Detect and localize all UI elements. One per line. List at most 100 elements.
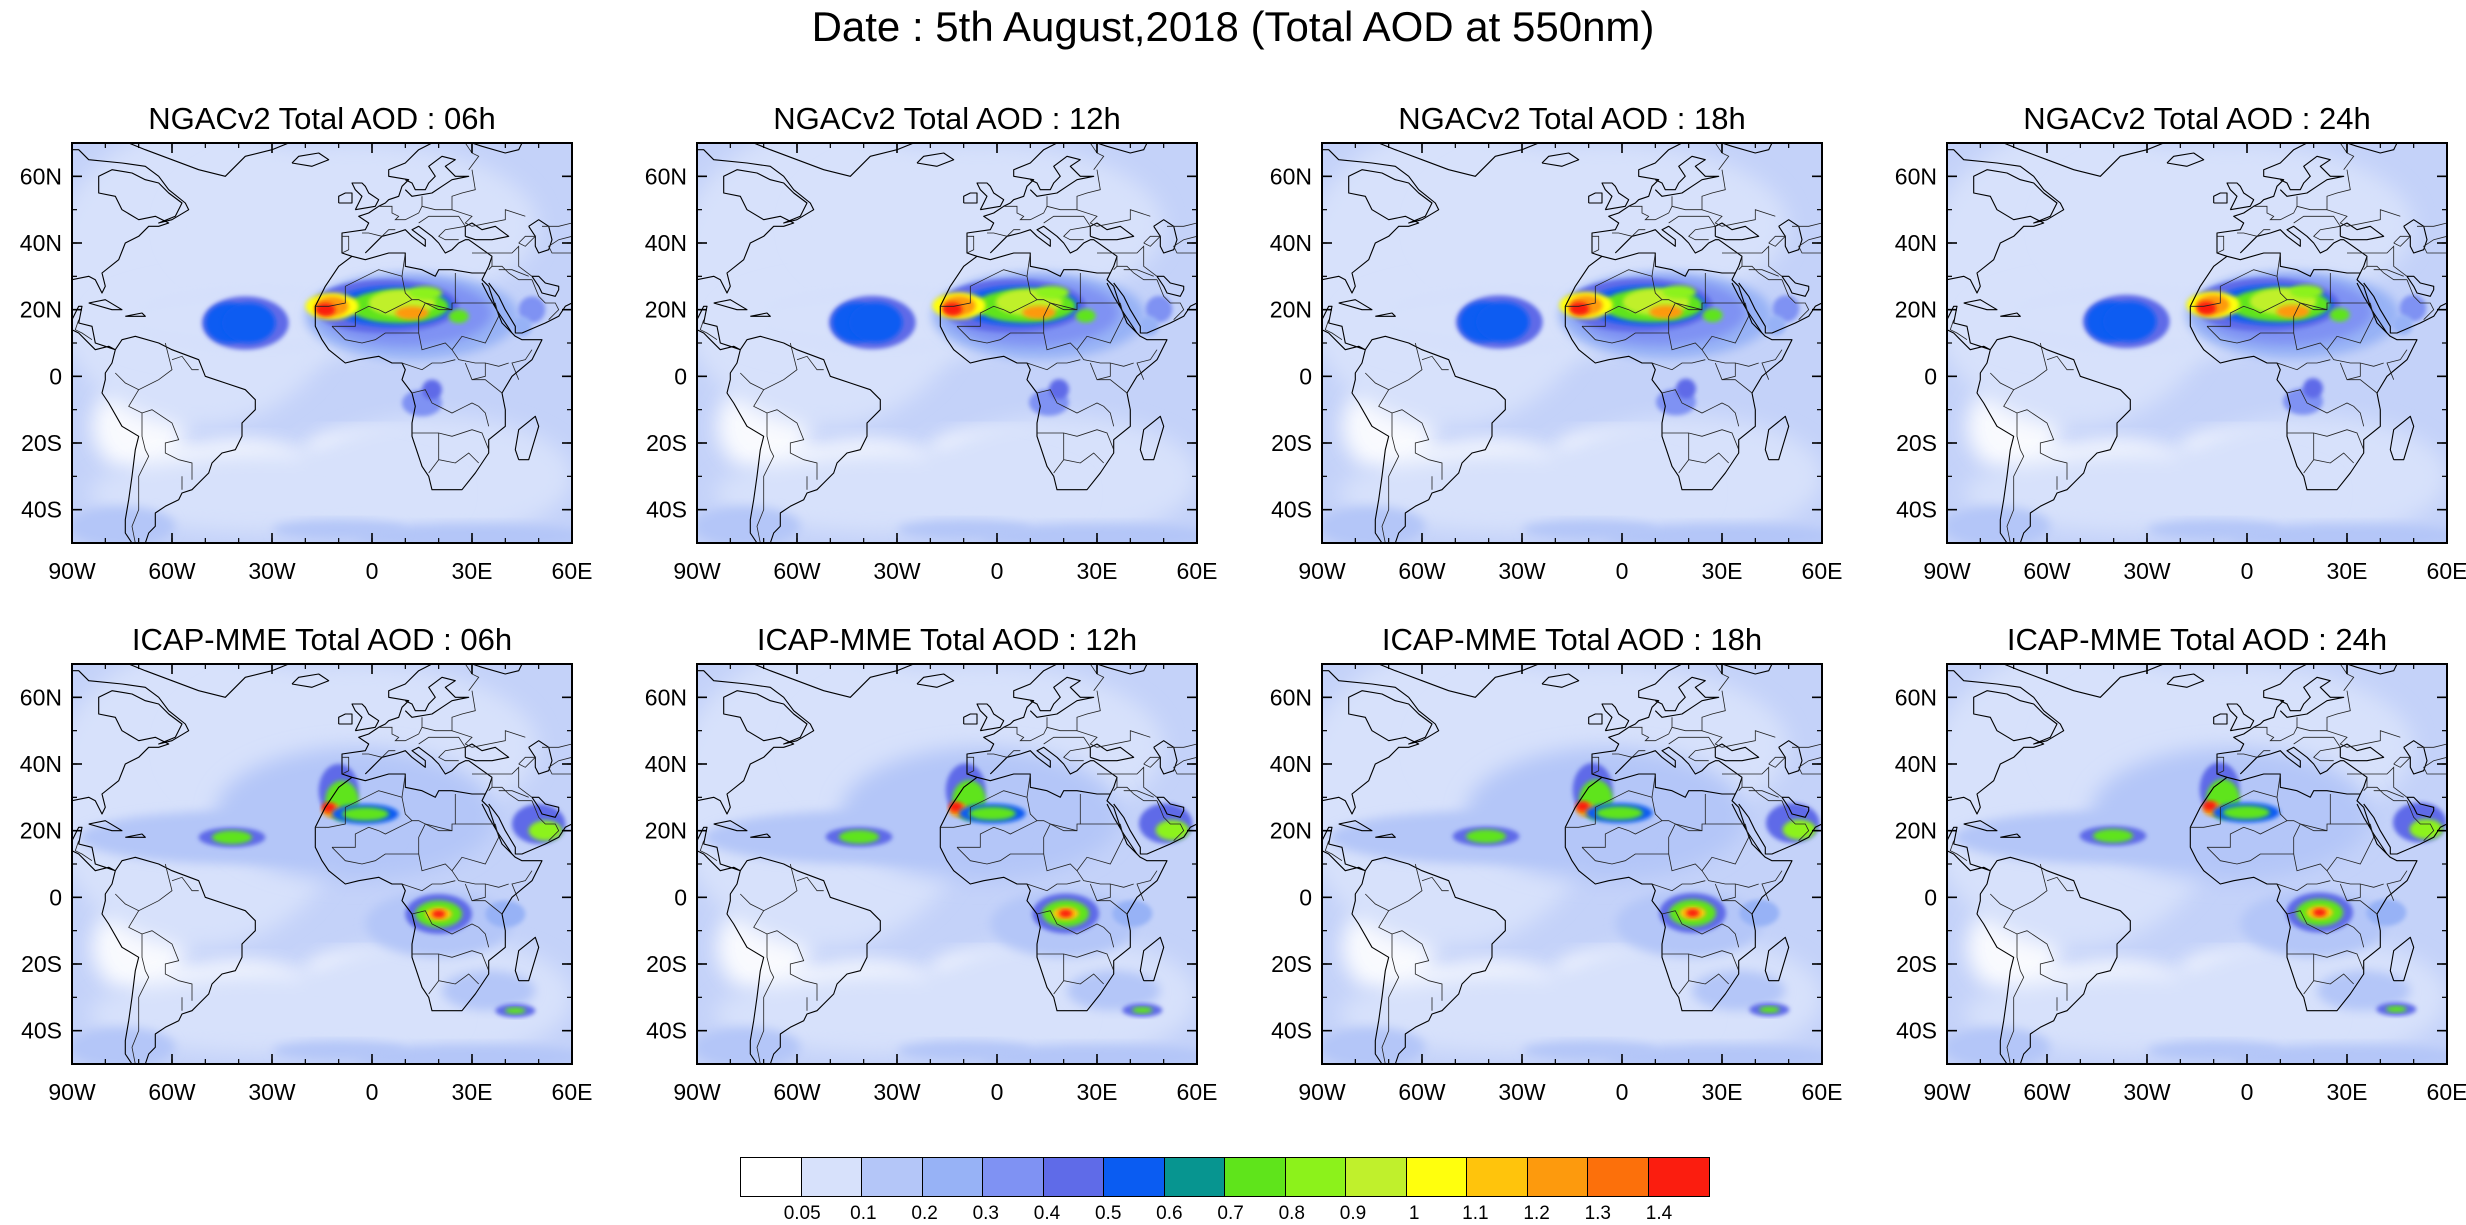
country-border xyxy=(2006,413,2025,543)
coastline xyxy=(514,936,540,982)
country-border xyxy=(970,790,1028,808)
country-border xyxy=(1089,883,1111,902)
country-border xyxy=(1722,379,1753,394)
country-border xyxy=(1136,349,1158,380)
coastline xyxy=(72,149,190,294)
country-border xyxy=(2347,766,2408,798)
coastline xyxy=(2363,803,2447,855)
lat-tick-label: 0 xyxy=(1299,363,1312,389)
lon-tick-label: 30W xyxy=(2123,558,2171,584)
lon-tick-label: 0 xyxy=(2241,1079,2254,1105)
lon-tick-label: 60E xyxy=(1177,558,1218,584)
coastline xyxy=(1614,746,1743,795)
coastline xyxy=(1541,152,1580,167)
coastline xyxy=(1139,415,1165,461)
country-border xyxy=(1026,880,1081,892)
country-border xyxy=(418,736,466,762)
country-border xyxy=(1037,950,1115,971)
colorbar-label: 0.05 xyxy=(783,1203,821,1224)
lon-tick-label: 30W xyxy=(873,558,921,584)
colorbar-swatch xyxy=(922,1158,983,1196)
country-border xyxy=(1661,910,1740,948)
country-border xyxy=(2293,823,2328,854)
coastline xyxy=(963,713,978,725)
country-border xyxy=(2347,245,2408,277)
country-border xyxy=(1156,279,1185,320)
coastline xyxy=(2003,664,2164,698)
coastline xyxy=(2339,743,2385,762)
country-border xyxy=(362,229,396,237)
lat-tick-label: 20N xyxy=(1895,297,1937,323)
coastline xyxy=(916,152,955,167)
country-border xyxy=(699,840,718,862)
coastline xyxy=(514,415,540,461)
country-border xyxy=(472,245,533,277)
country-border xyxy=(492,786,532,802)
lat-tick-label: 40S xyxy=(646,1018,687,1044)
colorbar-label: 1 xyxy=(1408,1203,1420,1224)
country-border xyxy=(970,269,1028,287)
country-border xyxy=(548,235,572,254)
country-border xyxy=(418,823,453,854)
lon-tick-label: 0 xyxy=(1616,558,1629,584)
aod-field xyxy=(1947,143,2447,543)
country-border xyxy=(428,459,440,474)
lat-tick-label: 60N xyxy=(1895,163,1937,189)
country-border xyxy=(987,750,1021,758)
coastline xyxy=(364,746,493,795)
coastline xyxy=(2363,282,2447,334)
country-border xyxy=(1076,730,1151,748)
country-border xyxy=(2276,880,2331,892)
country-border xyxy=(421,690,476,732)
lon-tick-label: 0 xyxy=(2241,558,2254,584)
country-border xyxy=(1097,245,1158,277)
coastline xyxy=(125,312,146,317)
country-border xyxy=(1714,664,1730,691)
lat-tick-label: 20N xyxy=(1895,818,1937,844)
lat-tick-label: 60N xyxy=(1895,684,1937,710)
country-border xyxy=(2046,355,2074,371)
country-border xyxy=(2003,910,2068,1001)
country-border xyxy=(1026,359,1081,371)
country-border xyxy=(511,349,533,380)
country-border xyxy=(401,773,456,832)
country-border xyxy=(498,269,529,277)
country-border xyxy=(411,389,490,427)
coastline xyxy=(1106,282,1138,334)
lon-tick-label: 90W xyxy=(1923,1079,1971,1105)
colorbar-swatch xyxy=(1406,1158,1467,1196)
colorbar-swatch xyxy=(801,1158,862,1196)
country-border xyxy=(2276,252,2331,311)
lon-tick-label: 0 xyxy=(991,1079,1004,1105)
country-border xyxy=(2006,934,2025,1064)
coastline xyxy=(528,740,553,775)
colorbar-label: 1.1 xyxy=(1462,1203,1489,1224)
coastline xyxy=(1089,222,1135,241)
colorbar-swatch xyxy=(1467,1158,1528,1196)
colorbar-label: 1.2 xyxy=(1523,1203,1550,1224)
country-border xyxy=(1704,273,1746,304)
country-border xyxy=(418,332,509,367)
map-panel: NGACv2 Total AOD : 12h 90W 60W 30W 0 30E 60E 60… xyxy=(645,101,1218,584)
map-panel: ICAP-MME Total AOD : 06h 90W 60W 30W 0 30E 60E… xyxy=(20,622,593,1105)
lon-tick-label: 30W xyxy=(873,1079,921,1105)
country-border xyxy=(1595,269,1653,287)
country-border xyxy=(1761,349,1783,380)
coastline xyxy=(1963,820,1998,832)
country-border xyxy=(2303,980,2315,995)
country-border xyxy=(2393,235,2412,247)
coastline xyxy=(1778,740,1803,775)
coastline xyxy=(697,305,881,543)
country-border xyxy=(2347,379,2378,394)
coastline xyxy=(1375,312,1396,317)
country-border xyxy=(345,269,403,287)
country-border xyxy=(2237,229,2271,237)
coastline xyxy=(713,820,748,832)
country-border xyxy=(1748,269,1779,277)
country-border xyxy=(1076,823,1125,871)
country-border xyxy=(2293,302,2328,333)
coastline xyxy=(1338,299,1373,311)
lon-tick-label: 60W xyxy=(2023,1079,2071,1105)
country-border xyxy=(421,169,476,211)
page-title: Date : 5th August,2018 (Total AOD at 550… xyxy=(811,3,1655,50)
